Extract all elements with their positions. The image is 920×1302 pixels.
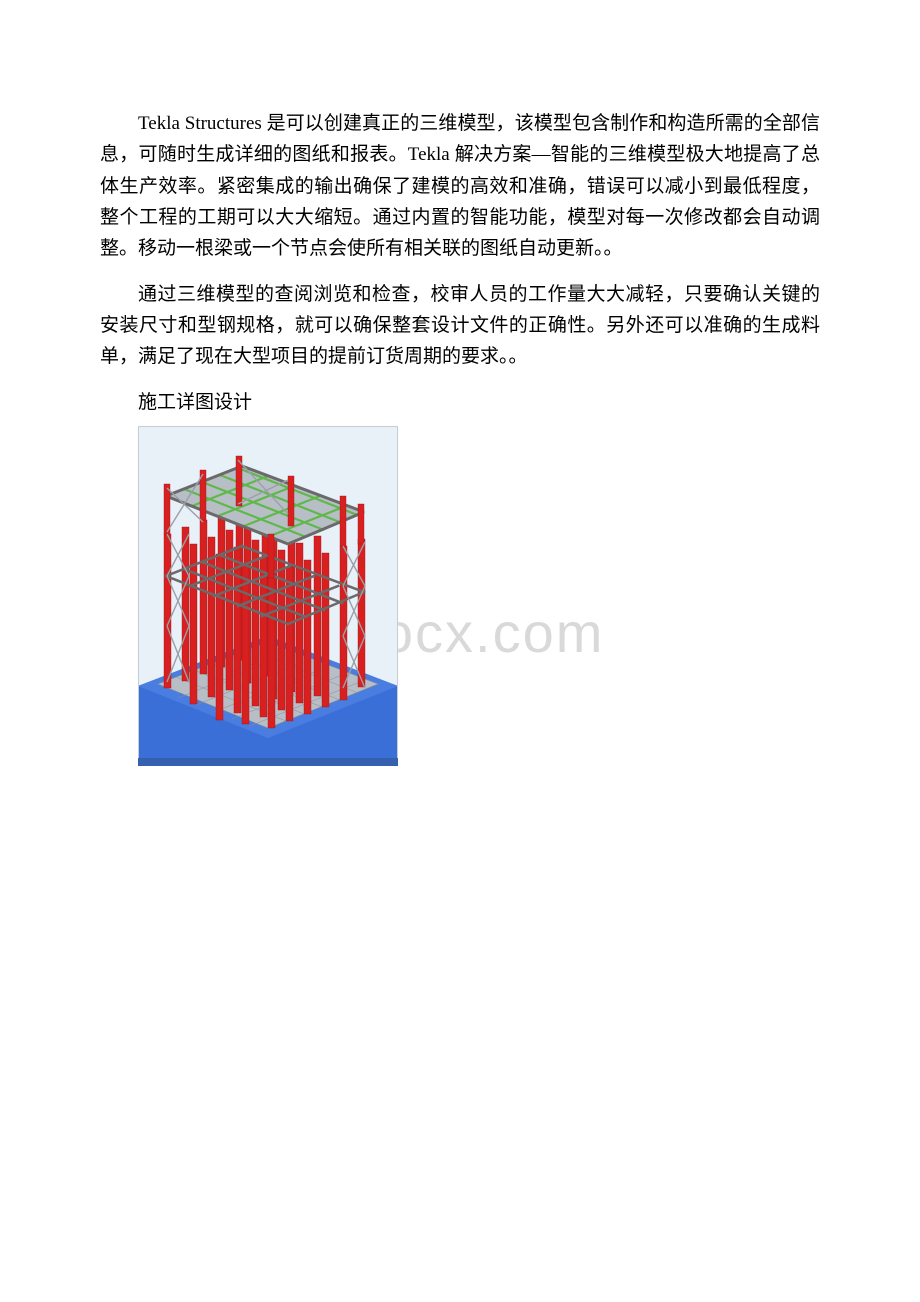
paragraph-2: 通过三维模型的查阅浏览和检查，校审人员的工作量大大减轻，只要确认关键的安装尺寸和… (100, 279, 820, 373)
structural-model-svg (138, 426, 398, 766)
paragraph-1: Tekla Structures 是可以创建真正的三维模型，该模型包含制作和构造… (100, 108, 820, 265)
structural-model-figure (138, 426, 820, 766)
document-page: Tekla Structures 是可以创建真正的三维模型，该模型包含制作和构造… (0, 0, 920, 866)
section-heading: 施工详图设计 (100, 387, 820, 418)
